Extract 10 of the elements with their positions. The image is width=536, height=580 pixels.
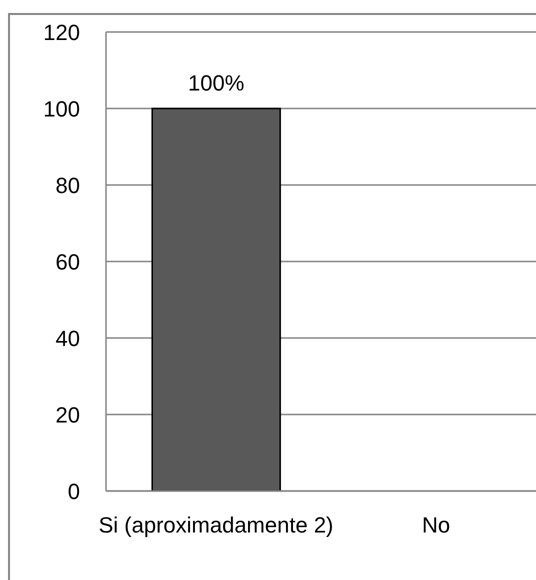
y-tick-label: 0 [68,478,80,504]
y-tick-label: 60 [56,249,80,274]
x-tick-label: Si (aproximadamente 2) [98,512,334,538]
x-tick-label: No [422,512,450,538]
y-tick-label: 100 [43,96,80,122]
y-tick-label: 20 [56,402,80,428]
y-tick-label: 80 [56,172,80,198]
data-label: 100% [188,70,244,96]
y-tick-label: 120 [43,20,80,45]
y-tick-label: 40 [56,326,80,351]
